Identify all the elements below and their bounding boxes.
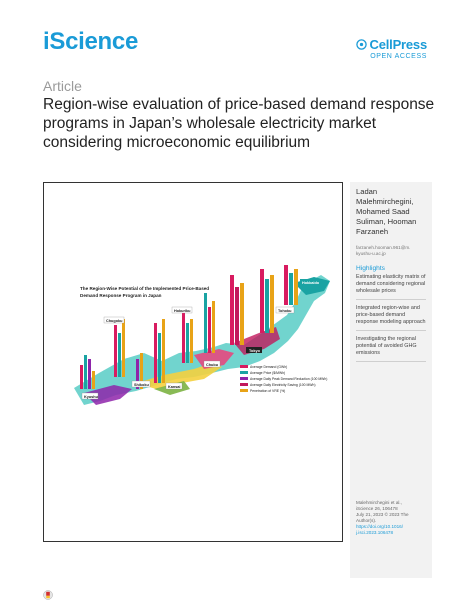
journal-name: iScience (43, 28, 138, 55)
bars-shikoku (136, 353, 143, 389)
bars-hokuriku (182, 313, 193, 363)
bars-hokkaido (284, 265, 298, 305)
bars-tokyo (230, 275, 244, 345)
graphical-abstract: The Region-Wise Potential of the Impleme… (43, 182, 343, 542)
author-list[interactable]: Ladan Malehmirchegini, Mohamed Saad Suli… (356, 187, 417, 236)
region-label-chubu: Chubu (206, 363, 219, 367)
legend-label-1: Average Price ($/MWh) (250, 371, 285, 375)
highlight-item: Investigating the regional potential of … (356, 334, 426, 362)
region-label-hokkaido: Hokkaido (302, 281, 320, 285)
email-line-1: farzaneh.hooman.961@m. (356, 245, 411, 250)
legend-label-0: Average Demand (GWh) (250, 365, 287, 369)
doi-link-line-1[interactable]: https://doi.org/10.1016/ (356, 524, 403, 529)
citation-block: Malehmirchegini et al., iScience 26, 106… (356, 500, 428, 536)
region-label-shikoku: Shikoku (134, 383, 149, 387)
bars-kansai (154, 319, 165, 383)
region-label-tohoku: Tohoku (278, 309, 292, 313)
region-label-tokyo: Tokyo (249, 349, 261, 353)
region-label-kansai: Kansai (168, 385, 180, 389)
figure-title-line1: The Region-Wise Potential of the Impleme… (80, 286, 209, 291)
legend-label-2: Average Daily Peak Demand Reduction (100… (250, 377, 327, 381)
citation-line-3: July 21, 2023 © 2023 The (356, 512, 409, 517)
citation-line-4: Author(s). (356, 518, 377, 523)
legend-swatch-1 (240, 371, 248, 374)
bars-chugoku (114, 319, 125, 377)
crossmark-icon[interactable] (43, 590, 53, 600)
cellpress-logo-icon (355, 39, 367, 50)
citation-line-2: iScience 26, 106478 (356, 506, 398, 511)
email-line-2: kyushu-u.ac.jp (356, 251, 386, 256)
figure-legend: Average Demand (GWh) Average Price ($/MW… (240, 365, 327, 393)
legend-label-3: Average Daily Electricity Saving (100 MW… (250, 383, 316, 387)
bars-kyushu (80, 355, 95, 389)
publisher-logo[interactable]: CellPress OPEN ACCESS (355, 37, 428, 60)
citation-line-1: Malehmirchegini et al., (356, 500, 402, 505)
doi-link-line-2[interactable]: j.isci.2023.106478 (356, 530, 394, 535)
bars-tohoku (260, 269, 274, 333)
region-label-hokuriku: Hokuriku (174, 309, 191, 313)
legend-swatch-0 (240, 365, 248, 368)
region-label-kyushu: Kyushu (84, 395, 99, 399)
graphical-abstract-figure: The Region-Wise Potential of the Impleme… (74, 265, 330, 405)
legend-swatch-2 (240, 377, 248, 380)
bars-chubu (204, 293, 215, 353)
highlights-heading: Highlights (356, 265, 385, 272)
publisher-name: CellPress (369, 37, 428, 52)
legend-swatch-4 (240, 389, 248, 392)
figure-title-line2: Demand Response Program in Japan (80, 293, 162, 298)
highlight-item: Integrated region-wise and price-based d… (356, 303, 426, 331)
article-sidebar: Ladan Malehmirchegini, Mohamed Saad Suli… (350, 182, 432, 578)
open-access-label: OPEN ACCESS (370, 53, 427, 60)
legend-label-4: Penetration of VRE (%) (250, 389, 285, 393)
article-title: Region-wise evaluation of price-based de… (43, 96, 435, 151)
region-label-chugoku: Chugoku (106, 319, 123, 323)
legend-swatch-3 (240, 383, 248, 386)
region-labels: Hokkaido Tohoku Tokyo Chubu Hokuriku Kan… (81, 279, 320, 400)
corresponding-email[interactable]: farzaneh.hooman.961@m. kyushu-u.ac.jp (356, 245, 426, 257)
highlight-item: Estimating elasticity matrix of demand c… (356, 272, 426, 300)
article-type: Article (43, 78, 82, 94)
